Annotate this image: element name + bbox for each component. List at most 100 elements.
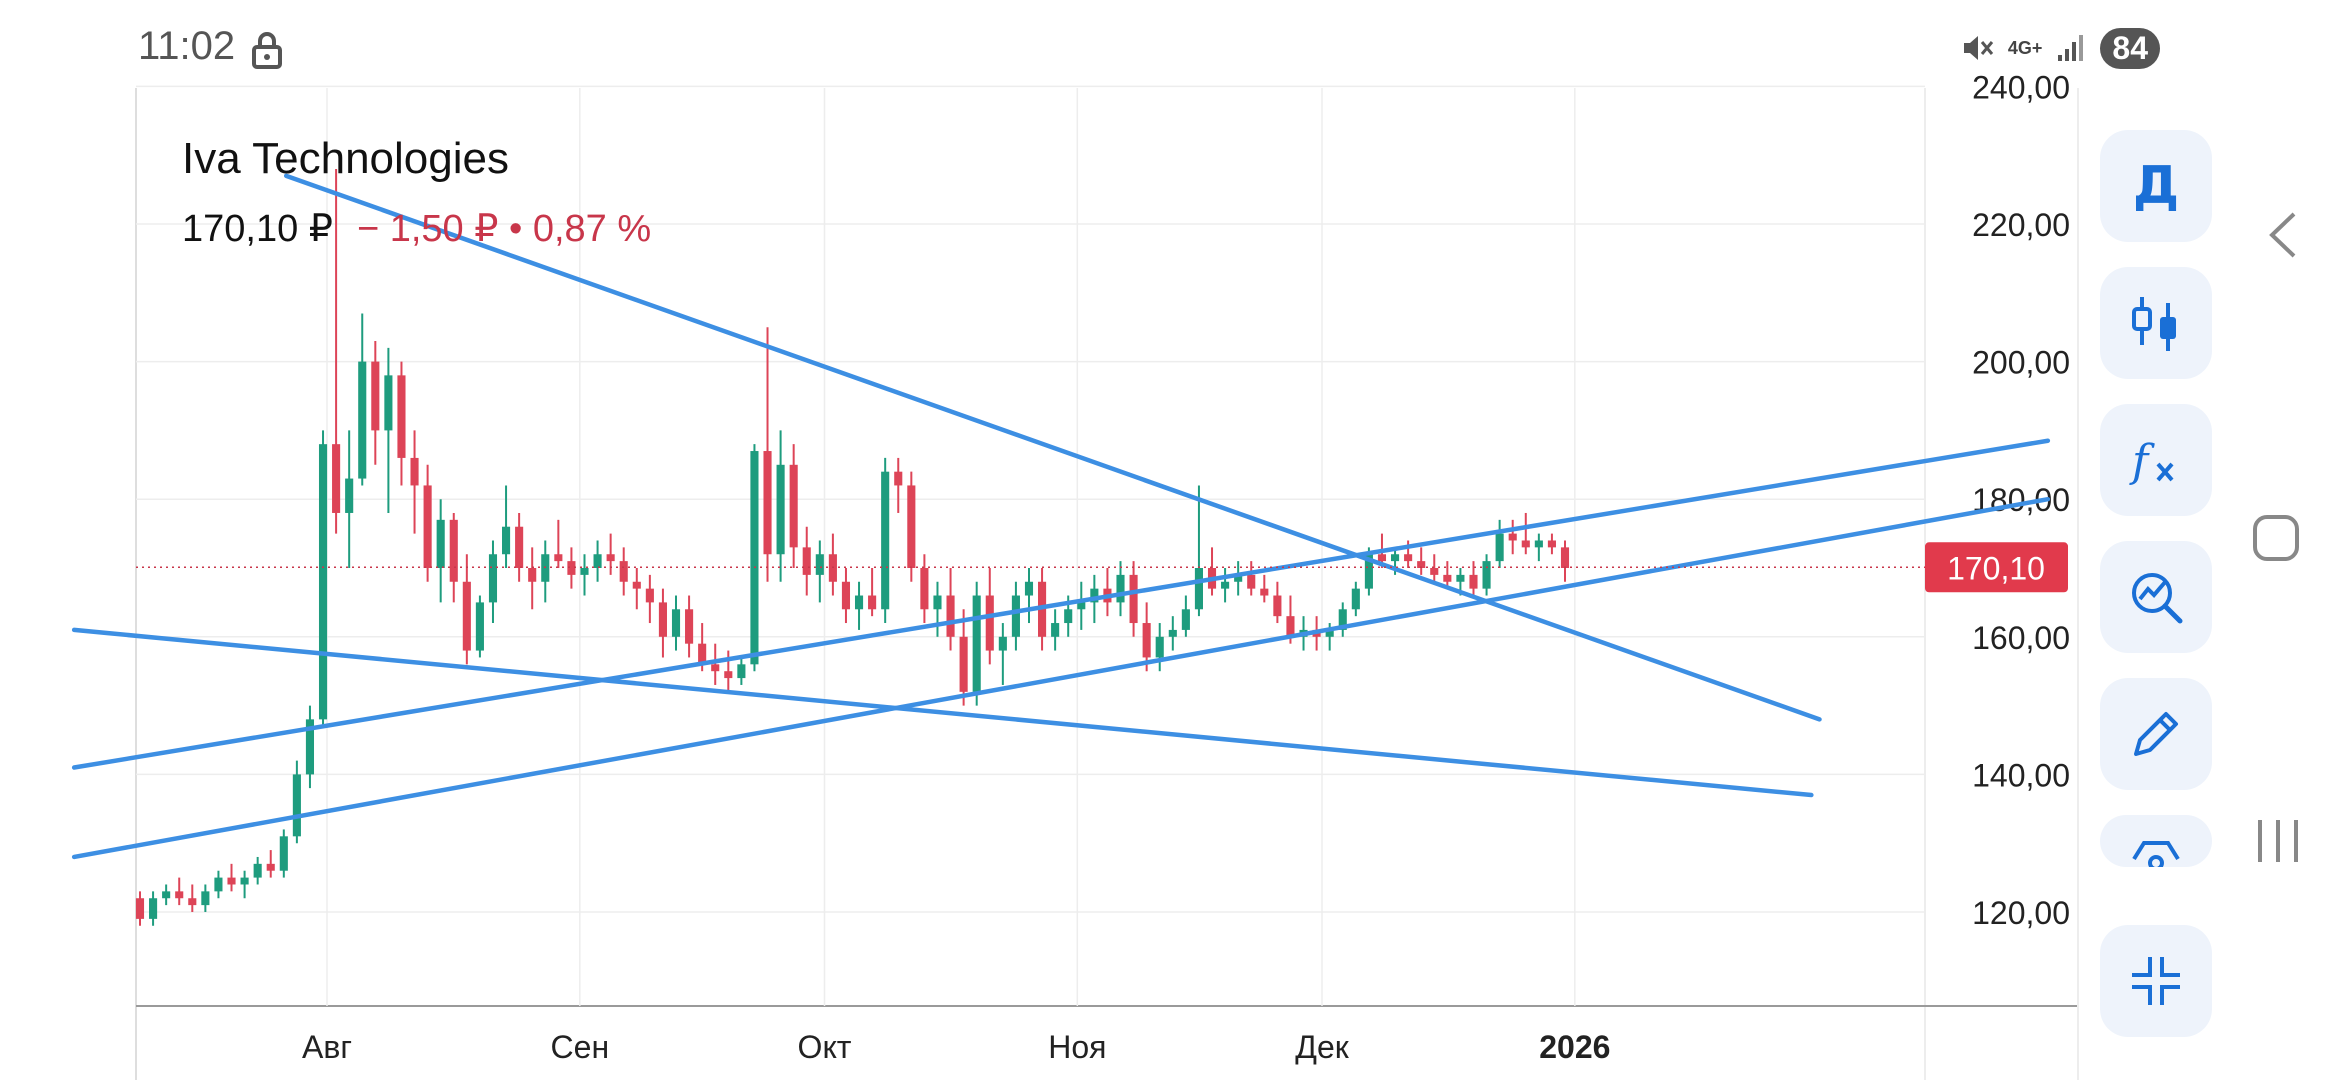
candle [1417, 547, 1426, 575]
candle [750, 444, 759, 672]
candle [580, 554, 589, 596]
candle [332, 168, 341, 534]
candle [998, 623, 1007, 685]
candle [1194, 485, 1203, 617]
candle [685, 595, 694, 658]
candle [488, 540, 498, 624]
candle [279, 829, 288, 878]
candle [711, 643, 720, 685]
candle [554, 519, 563, 568]
candle [515, 512, 524, 582]
back-icon[interactable] [2268, 210, 2298, 260]
candle [1234, 561, 1243, 596]
candle [645, 574, 654, 624]
y-tick-label: 220,00 [1972, 207, 2070, 243]
trendline-rising-channel-top[interactable] [71, 438, 2051, 770]
x-tick-label: Ноя [1048, 1029, 1106, 1065]
recents-icon[interactable] [2254, 816, 2302, 866]
candle [305, 705, 315, 789]
candle [410, 430, 419, 534]
collapse-button[interactable] [2100, 925, 2212, 1037]
candle [1129, 561, 1138, 637]
candle [632, 568, 641, 610]
x-tick-label: Окт [798, 1029, 852, 1065]
shape-icon [2132, 841, 2180, 867]
mute-icon [1963, 36, 1994, 60]
period-button[interactable]: Д [2100, 130, 2212, 242]
period-label: Д [2132, 156, 2180, 216]
candle [907, 471, 916, 582]
candle [175, 877, 184, 906]
fx-icon: f [2129, 436, 2174, 487]
candle [1560, 540, 1570, 582]
candle [946, 568, 955, 651]
candle [619, 547, 628, 596]
last-price-badge [1925, 542, 2068, 593]
candle [318, 430, 328, 727]
x-tick-label: Авг [302, 1029, 352, 1065]
candle [541, 540, 550, 603]
candle [502, 485, 511, 568]
candle [1247, 561, 1256, 596]
candle [1077, 581, 1086, 630]
candle [528, 547, 537, 610]
candle [1443, 561, 1452, 589]
candle [266, 850, 275, 878]
candle [475, 595, 484, 658]
system-nav-bar [2230, 0, 2340, 1080]
candle [776, 430, 785, 582]
candle [1482, 554, 1491, 596]
candle [1103, 568, 1112, 617]
candle [828, 533, 837, 596]
candle [253, 856, 262, 885]
indicators-button[interactable]: f [2100, 404, 2212, 516]
candle [1273, 581, 1282, 624]
candle [1051, 609, 1060, 651]
y-tick-label: 160,00 [1972, 620, 2070, 656]
candle [567, 547, 576, 589]
candle [972, 581, 981, 706]
x-tick-label: Сен [551, 1029, 610, 1065]
chart-type-button[interactable] [2100, 267, 2212, 379]
status-time: 11:02 [138, 24, 236, 68]
status-bar: 11:02 4G+ 84 [0, 0, 2340, 90]
home-icon[interactable] [2252, 514, 2300, 562]
candle [423, 464, 432, 582]
candle [841, 568, 851, 624]
candle [1181, 595, 1190, 637]
candle [1469, 561, 1478, 596]
candle [1508, 519, 1517, 555]
candle [933, 581, 942, 637]
price-summary: 170,10 ₽ − 1,50 ₽ • 0,87 % [182, 206, 651, 251]
candle [240, 870, 249, 899]
y-tick-label: 120,00 [1972, 895, 2070, 931]
candle [1351, 581, 1360, 617]
extra-button[interactable] [2100, 815, 2212, 867]
candle [188, 884, 197, 912]
candle [1142, 602, 1151, 672]
candle [397, 361, 406, 486]
candle [214, 870, 223, 899]
x-tick-label: 2026 [1539, 1029, 1610, 1065]
instrument-title: Iva Technologies [182, 134, 509, 183]
candle [920, 554, 929, 624]
status-icons: 4G+ 84 [1960, 26, 2160, 70]
last-price-label: 170,10 [1947, 550, 2045, 586]
trendline-rising-channel-bottom[interactable] [71, 496, 2051, 860]
trendline-lower-support[interactable] [71, 627, 1814, 798]
battery-level: 84 [2100, 27, 2160, 69]
candle [1024, 568, 1034, 624]
candle [1011, 581, 1020, 651]
candle [358, 313, 367, 486]
y-tick-label: 140,00 [1972, 757, 2070, 793]
candle [1430, 554, 1439, 582]
trendline-descending-resistance[interactable] [283, 173, 1822, 722]
candle [462, 554, 471, 665]
lock-icon [252, 32, 282, 69]
candle [345, 430, 354, 568]
analysis-button[interactable] [2100, 541, 2212, 653]
draw-button[interactable] [2100, 678, 2212, 790]
svg-text:f: f [2129, 436, 2155, 487]
candle [894, 457, 903, 513]
